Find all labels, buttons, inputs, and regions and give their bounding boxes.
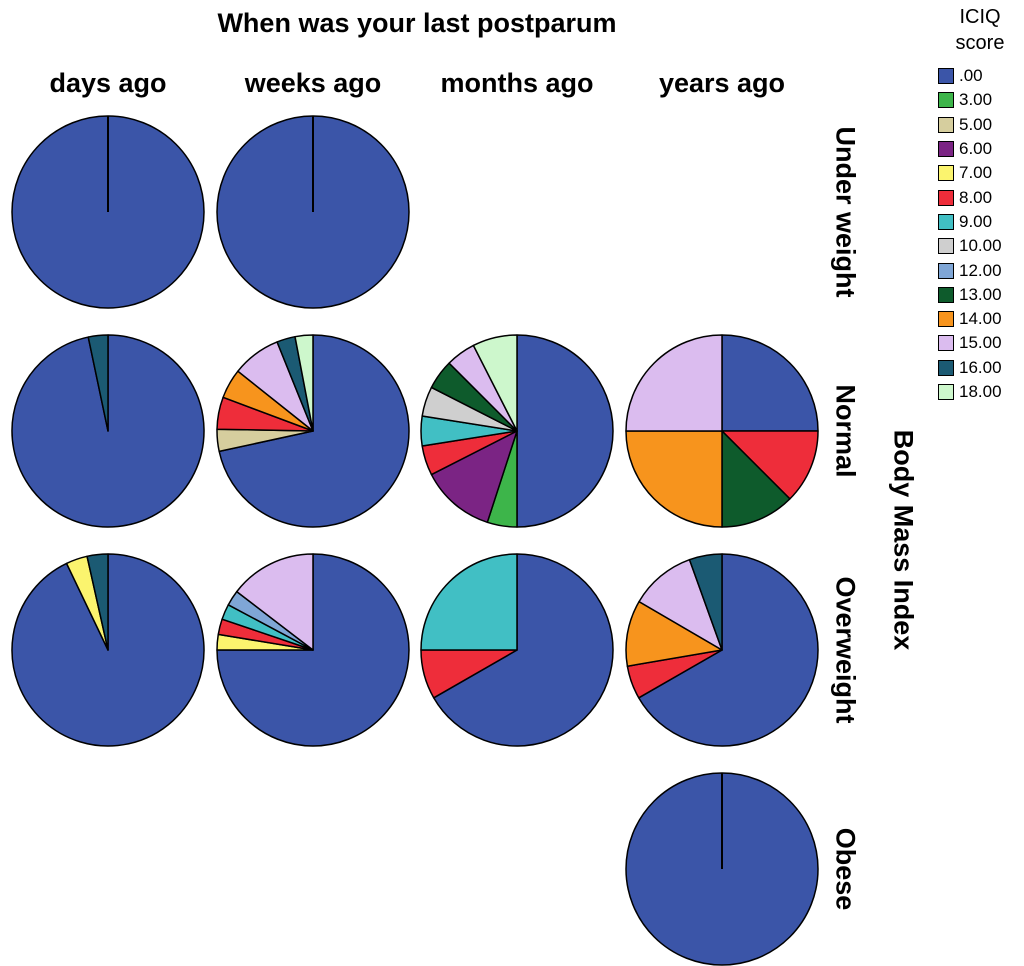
legend-swatch: [938, 335, 954, 352]
pie-slice-16-00: [86, 553, 109, 651]
legend-title-line-2: score: [955, 32, 1005, 54]
pie-obese-years-ago: [625, 772, 819, 966]
pie-grid: [11, 115, 819, 966]
legend-item-3-00: 3.00: [938, 88, 1022, 112]
legend-label: 3.00: [959, 90, 993, 110]
column-label-weeks-ago: weeks ago: [244, 68, 382, 98]
pie-slice-15-00: [638, 558, 723, 651]
pie-slice-18-00: [472, 334, 518, 432]
legend-item-8-00: 8.00: [938, 185, 1022, 209]
legend-item-5-00: 5.00: [938, 113, 1022, 137]
legend-label: 15.00: [959, 333, 1002, 353]
pie-slice-15-00: [625, 334, 723, 432]
pie-under-weight-days-ago: [11, 115, 205, 309]
column-label-months-ago: months ago: [440, 68, 594, 98]
legend-swatch: [938, 262, 954, 279]
legend-label: 8.00: [959, 187, 993, 207]
legend-label: 7.00: [959, 163, 993, 183]
legend-swatch: [938, 165, 954, 182]
legend-item-16-00: 16.00: [938, 356, 1022, 380]
legend-swatch: [938, 359, 954, 376]
legend-swatch: [938, 311, 954, 328]
legend-label: 16.00: [959, 357, 1002, 377]
legend-swatch: [938, 213, 954, 230]
legend-item-6-00: 6.00: [938, 137, 1022, 161]
legend-label: 10.00: [959, 236, 1002, 256]
legend-label: 6.00: [959, 139, 993, 159]
legend-item-00: .00: [938, 64, 1022, 88]
legend-item-14-00: 14.00: [938, 307, 1022, 331]
legend-item-10-00: 10.00: [938, 234, 1022, 258]
pie-slice-18-00: [294, 334, 314, 432]
pie-slice-13-00: [721, 430, 791, 528]
pie-overweight-years-ago: [625, 553, 819, 747]
legend-swatch: [938, 238, 954, 255]
pie-slice-00: [638, 553, 819, 747]
pie-slice-14-00: [625, 430, 723, 528]
pie-slice-00: [216, 553, 410, 747]
pie-slice-00: [433, 553, 614, 747]
chart-title: When was your last postparum: [217, 8, 617, 38]
pie-slice-9-00: [420, 553, 518, 651]
legend-label: 5.00: [959, 114, 993, 134]
column-label-years-ago: years ago: [658, 68, 786, 98]
legend-label: 12.00: [959, 260, 1002, 280]
pie-slice-16-00: [688, 553, 723, 651]
pie-slice-8-00: [721, 430, 819, 500]
legend-item-7-00: 7.00: [938, 161, 1022, 185]
pie-normal-years-ago: [625, 334, 819, 528]
legend-item-18-00: 18.00: [938, 380, 1022, 404]
pie-slice-00: [516, 334, 614, 528]
legend-swatch: [938, 141, 954, 158]
legend-swatch: [938, 384, 954, 400]
legend-item-13-00: 13.00: [938, 283, 1022, 307]
pie-slice-00: [11, 334, 205, 528]
legend-swatch: [938, 68, 954, 85]
legend: ICIQ score .00 3.00 5.00 6.00 7.00 8.00 9.00 10…: [938, 4, 1022, 404]
legend-item-15-00: 15.00: [938, 331, 1022, 355]
pie-under-weight-weeks-ago: [216, 115, 410, 309]
column-label-days-ago: days ago: [49, 68, 167, 98]
legend-label: 18.00: [959, 382, 1002, 401]
legend-item-9-00: 9.00: [938, 210, 1022, 234]
pie-slice-14-00: [625, 600, 723, 667]
pie-normal-days-ago: [11, 334, 205, 528]
pie-normal-weeks-ago: [216, 334, 410, 528]
legend-label: 13.00: [959, 284, 1002, 304]
legend-label: 14.00: [959, 309, 1002, 329]
legend-swatch: [938, 116, 954, 133]
pie-slice-6-00: [430, 430, 518, 524]
legend-items: .00 3.00 5.00 6.00 7.00 8.00 9.00 10.00 12.00 13.…: [938, 64, 1022, 404]
legend-label: 9.00: [959, 211, 993, 231]
pie-normal-months-ago: [420, 334, 614, 528]
legend-title-line-1: ICIQ: [959, 6, 1001, 28]
pie-slice-16-00: [87, 334, 109, 432]
legend-swatch: [938, 189, 954, 206]
legend-item-12-00: 12.00: [938, 258, 1022, 282]
pie-slice-00: [218, 334, 410, 528]
legend-label: .00: [959, 66, 983, 86]
pie-slice-15-00: [236, 553, 314, 651]
legend-title: ICIQ score: [938, 4, 1022, 56]
pie-overweight-days-ago: [11, 553, 205, 747]
legend-swatch: [938, 286, 954, 303]
pie-overweight-weeks-ago: [216, 553, 410, 747]
pie-overweight-months-ago: [420, 553, 614, 747]
legend-swatch: [938, 92, 954, 109]
pie-slice-00: [721, 334, 819, 432]
